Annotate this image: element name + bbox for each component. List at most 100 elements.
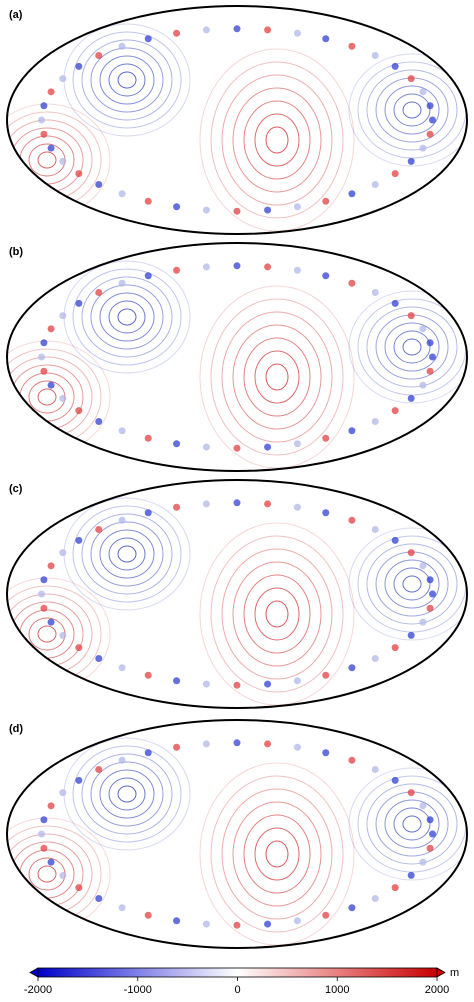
contour xyxy=(72,31,182,129)
contour xyxy=(199,762,355,946)
station xyxy=(95,180,103,188)
map-outline xyxy=(6,5,468,235)
station xyxy=(144,671,152,679)
contour xyxy=(384,559,440,609)
station xyxy=(293,203,301,211)
station xyxy=(348,664,356,672)
station xyxy=(47,88,55,96)
station xyxy=(40,844,48,852)
panel-label: (a) xyxy=(9,9,23,21)
station xyxy=(391,407,399,415)
station xyxy=(407,789,415,797)
station xyxy=(322,272,330,280)
station xyxy=(407,871,415,879)
station xyxy=(40,816,48,824)
station xyxy=(202,263,210,271)
contour xyxy=(254,350,300,404)
station xyxy=(233,499,241,507)
station xyxy=(293,917,301,925)
map-background xyxy=(7,6,467,234)
colorbar-tick-label: -1000 xyxy=(124,984,152,996)
station xyxy=(40,367,48,375)
station xyxy=(371,894,379,902)
contour xyxy=(243,574,311,654)
station xyxy=(173,29,181,37)
station xyxy=(47,618,55,626)
contour xyxy=(81,39,173,121)
station xyxy=(429,353,436,361)
station xyxy=(173,743,181,751)
map-panel xyxy=(7,480,467,708)
station xyxy=(233,207,241,215)
station xyxy=(322,671,330,679)
station xyxy=(173,440,181,448)
panel-label: (d) xyxy=(9,723,23,735)
station xyxy=(47,144,55,152)
colorbar-tick-label: 0 xyxy=(234,984,240,996)
station xyxy=(144,197,152,205)
station xyxy=(371,289,379,297)
station xyxy=(59,157,67,165)
contour xyxy=(117,785,137,803)
contour xyxy=(265,600,289,628)
station xyxy=(419,802,427,810)
station xyxy=(264,443,272,451)
station xyxy=(426,130,434,138)
station xyxy=(38,830,45,838)
station xyxy=(47,325,55,333)
station xyxy=(419,144,427,152)
station xyxy=(40,604,48,612)
contour xyxy=(90,761,164,827)
station xyxy=(322,197,330,205)
contour xyxy=(221,311,333,443)
station xyxy=(173,677,181,685)
contour xyxy=(117,308,137,326)
station xyxy=(75,62,83,70)
station xyxy=(202,26,210,34)
station xyxy=(233,739,241,747)
contour xyxy=(348,527,467,641)
contour xyxy=(402,815,422,833)
station xyxy=(38,116,45,124)
contour xyxy=(402,575,422,593)
contour xyxy=(108,300,146,334)
colorbar-tick-label: 2000 xyxy=(425,984,449,996)
station xyxy=(47,381,55,389)
contour xyxy=(81,513,173,595)
station xyxy=(407,549,415,557)
contour xyxy=(265,126,289,154)
contour xyxy=(199,48,355,232)
contour xyxy=(384,799,440,849)
station xyxy=(95,654,103,662)
contour xyxy=(37,151,57,169)
station xyxy=(202,443,210,451)
station xyxy=(371,417,379,425)
contour xyxy=(81,276,173,358)
station xyxy=(95,289,103,297)
contour xyxy=(117,71,137,89)
contour xyxy=(108,777,146,811)
station xyxy=(419,562,427,570)
station xyxy=(371,52,379,60)
station xyxy=(118,190,126,198)
contour xyxy=(90,521,164,587)
contour xyxy=(199,522,355,706)
station xyxy=(59,871,67,879)
map-outline xyxy=(6,719,468,949)
station xyxy=(118,516,126,524)
station xyxy=(75,299,83,307)
station xyxy=(293,743,301,751)
contour xyxy=(254,113,300,167)
station xyxy=(419,325,427,333)
station xyxy=(264,920,272,928)
contour xyxy=(402,101,422,119)
panel-label: (b) xyxy=(9,246,23,258)
panel-label: (c) xyxy=(9,483,23,495)
station xyxy=(293,677,301,685)
contour xyxy=(37,865,57,883)
station xyxy=(202,920,210,928)
station xyxy=(40,130,48,138)
station xyxy=(348,904,356,912)
station xyxy=(264,206,272,214)
station xyxy=(426,844,434,852)
